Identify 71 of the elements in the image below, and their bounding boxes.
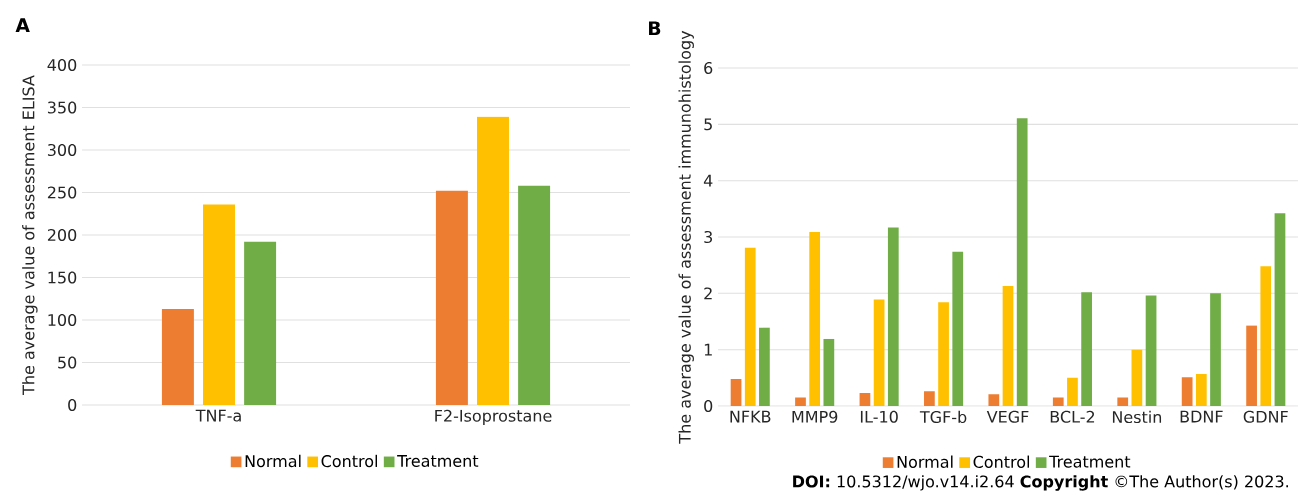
x-tick-label: BCL-2 bbox=[1050, 410, 1095, 423]
bar bbox=[759, 327, 770, 406]
x-tick-label: GDNF bbox=[1243, 410, 1288, 423]
bar bbox=[744, 247, 756, 406]
bar bbox=[435, 190, 468, 405]
bar bbox=[1195, 373, 1207, 406]
bar bbox=[518, 185, 551, 405]
x-tick-label: BDNF bbox=[1180, 410, 1223, 423]
x-tick-label: TGF-b bbox=[919, 410, 967, 424]
bar bbox=[1117, 397, 1129, 406]
chart-title: A bbox=[15, 18, 30, 32]
legend-label: Normal bbox=[245, 454, 301, 468]
bar bbox=[859, 393, 871, 406]
y-tick-label: 6 bbox=[704, 61, 713, 75]
bar bbox=[477, 116, 509, 405]
y-tick-label: 150 bbox=[48, 271, 77, 284]
y-tick-label: 3 bbox=[704, 230, 713, 244]
bar bbox=[161, 308, 194, 405]
bar bbox=[795, 397, 806, 406]
bar bbox=[1016, 118, 1028, 406]
bar bbox=[988, 394, 1000, 406]
bar bbox=[952, 251, 964, 406]
text: DOI: 10.5312/wjo.v14.i2.64 Copyright ©The Author(s) 2023. bbox=[793, 475, 1288, 491]
bar bbox=[1131, 349, 1143, 406]
bar bbox=[1181, 377, 1193, 406]
y-axis-title: The average value of assessment ELISA bbox=[22, 75, 38, 395]
bar bbox=[1052, 397, 1064, 406]
y-tick-label: 5 bbox=[704, 118, 712, 131]
bar bbox=[809, 231, 821, 406]
chart-title: B bbox=[649, 21, 661, 36]
y-tick-label: 400 bbox=[47, 58, 77, 72]
bar bbox=[244, 241, 277, 405]
legend-label: Control bbox=[321, 454, 378, 468]
y-tick-label: 300 bbox=[47, 143, 77, 157]
y-tick-label: 0 bbox=[68, 398, 77, 412]
bar bbox=[873, 299, 885, 406]
bar bbox=[1274, 213, 1286, 406]
y-tick-label: 250 bbox=[47, 186, 77, 199]
x-tick-label: TNF-a bbox=[195, 409, 241, 422]
y-tick-label: 50 bbox=[58, 356, 77, 369]
bar bbox=[1260, 266, 1272, 406]
legend-label: Normal bbox=[897, 455, 953, 468]
bar bbox=[1067, 377, 1078, 406]
bar bbox=[938, 302, 949, 406]
bar bbox=[1246, 325, 1257, 406]
bar bbox=[1145, 295, 1157, 406]
y-tick-label: 100 bbox=[48, 313, 77, 327]
bar bbox=[887, 227, 899, 406]
y-tick-label: 1 bbox=[704, 343, 712, 356]
bar bbox=[823, 338, 835, 406]
y-tick-label: 0 bbox=[704, 399, 713, 413]
legend-label: Treatment bbox=[1049, 455, 1131, 468]
y-tick-label: 200 bbox=[47, 228, 77, 242]
bar bbox=[1002, 286, 1014, 406]
x-tick-label: NFKB bbox=[730, 410, 771, 423]
x-tick-label: VEGF bbox=[986, 410, 1029, 423]
bar bbox=[1081, 292, 1092, 406]
x-tick-label: Nestin bbox=[1112, 410, 1162, 424]
y-tick-label: 4 bbox=[703, 174, 713, 187]
bar bbox=[1210, 293, 1221, 406]
y-axis-title: The average value of assessment immunohistology bbox=[678, 30, 694, 444]
bar bbox=[924, 391, 935, 406]
y-tick-label: 350 bbox=[47, 101, 77, 114]
x-tick-label: MMP9 bbox=[792, 410, 838, 423]
bar bbox=[730, 378, 742, 406]
x-tick-label: IL-10 bbox=[860, 410, 898, 423]
y-tick-label: 2 bbox=[704, 287, 712, 300]
x-tick-label: F2-Isoprostane bbox=[435, 409, 552, 425]
bar bbox=[203, 204, 235, 405]
legend-label: Treatment bbox=[397, 455, 479, 467]
legend-label: Control bbox=[973, 455, 1030, 468]
